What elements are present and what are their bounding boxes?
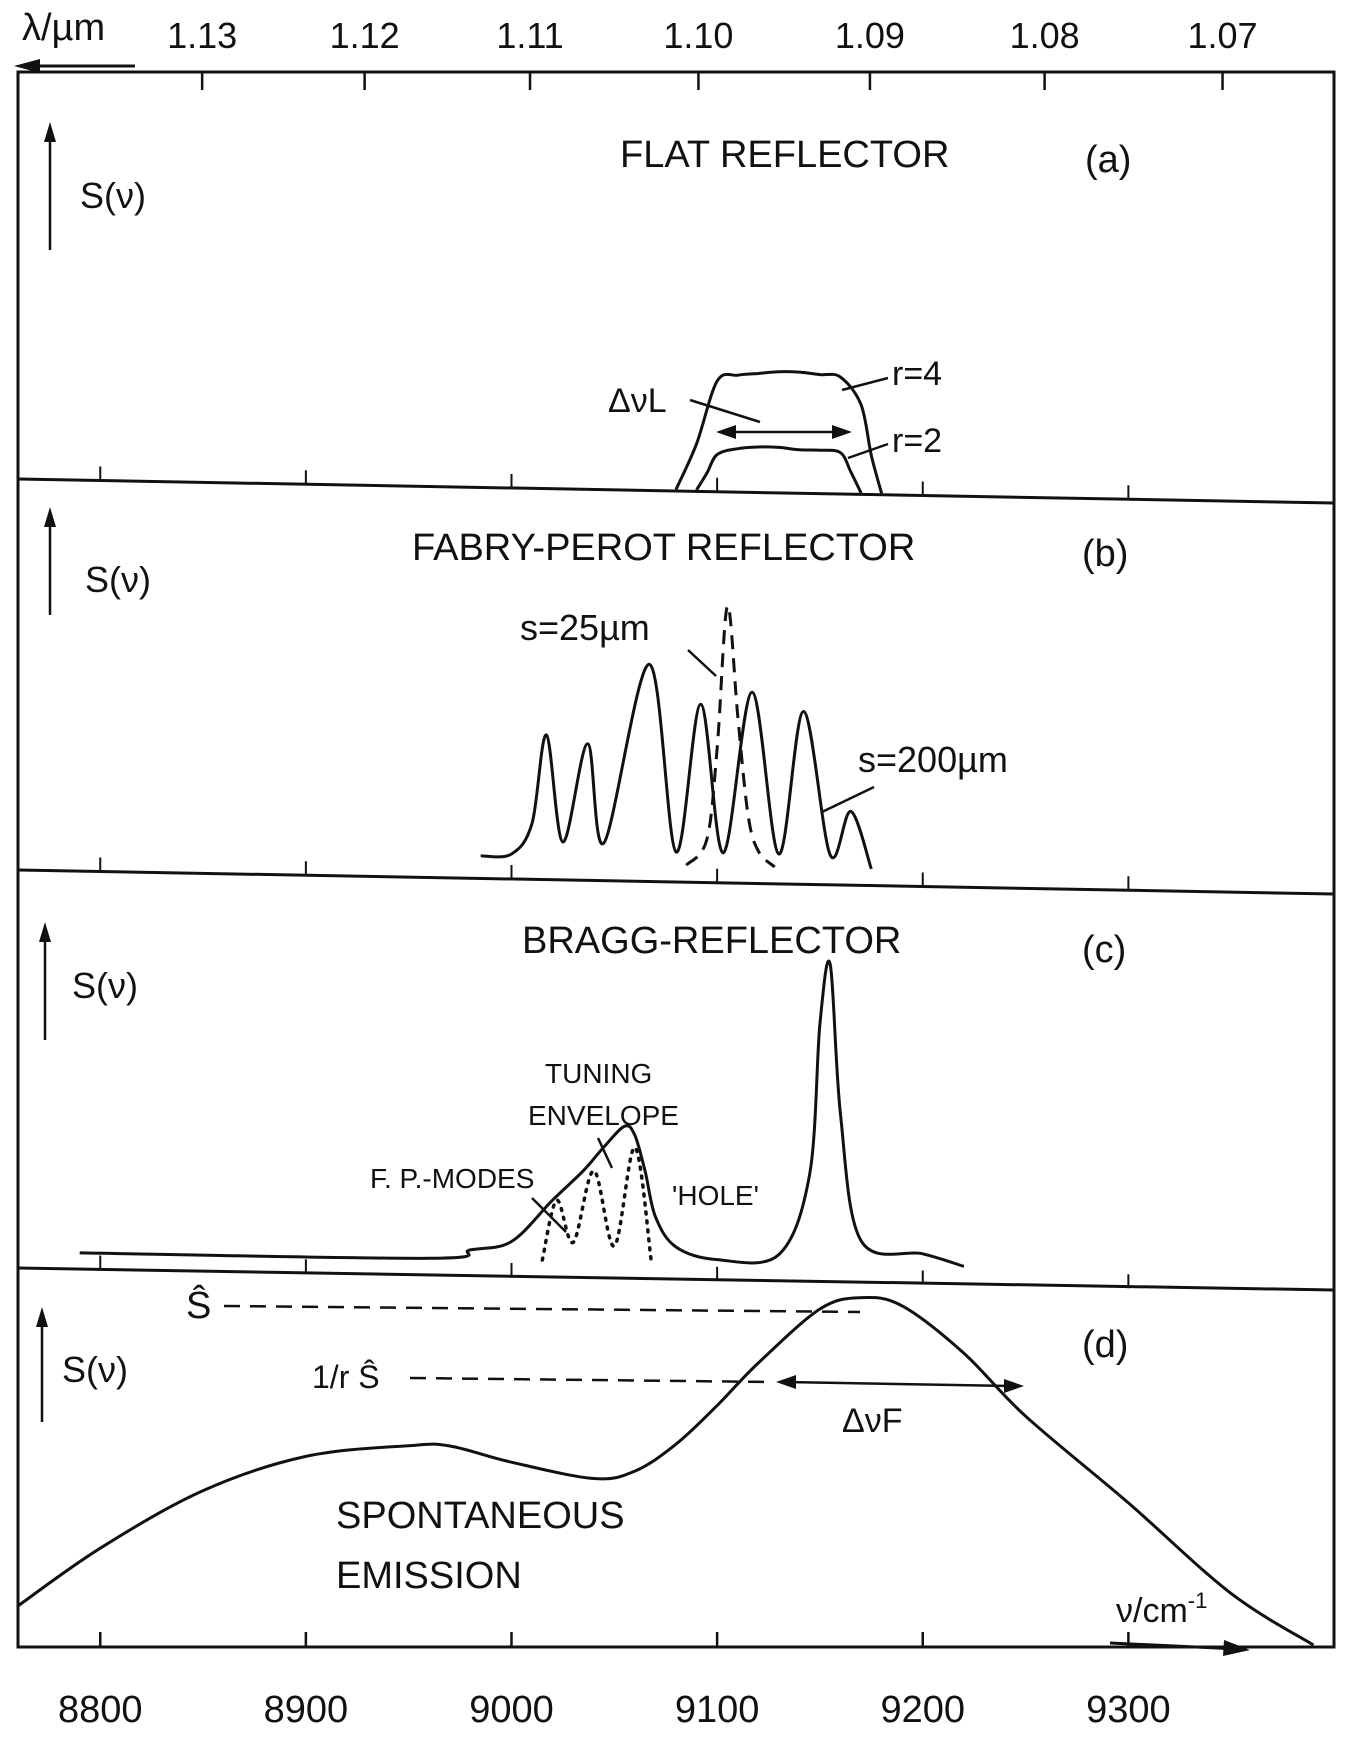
bottom-axis-arrowhead: [1223, 1640, 1250, 1656]
bottom-axis-ticks: 8800 8900 9000 9100 9200 9300: [58, 466, 1171, 1731]
panel-divider-ab: [17, 477, 1335, 505]
panel-a-width-arrow-right: [832, 425, 852, 439]
panel-b-annot-s25: s=25µm: [520, 607, 650, 648]
panel-d-series-spontaneous: [17, 1295, 1315, 1647]
panel-a-series-r2: [695, 445, 863, 494]
panel-c-annot-hole: 'HOLE': [672, 1180, 759, 1211]
panel-d-tag: (d): [1082, 1324, 1128, 1366]
panel-d-annot-emission: EMISSION: [336, 1555, 522, 1597]
panel-b-title: FABRY-PEROT REFLECTOR: [412, 527, 915, 569]
bottom-axis-tick-label: 8800: [58, 1689, 143, 1731]
panel-a-delta-leader: [689, 398, 761, 424]
panel-c-annot-fp-modes: F. P.-MODES: [370, 1163, 534, 1194]
panel-a-r2-leader: [847, 442, 889, 460]
panel-b-tag: (b): [1082, 533, 1128, 575]
panel-c-envelope-leader: [596, 1137, 614, 1169]
bottom-axis-tick-label: 9200: [880, 1689, 965, 1731]
panel-a-ylabel: S(ν): [80, 175, 146, 216]
panel-d-s-hat-dashed: [223, 1304, 861, 1314]
panel-d-annot-s-hat-over-r: 1/r Ŝ: [312, 1359, 380, 1395]
panel-b-series-s25um: [685, 604, 776, 869]
panel-divider-bc: [17, 868, 1335, 896]
top-axis-tick-label: 1.13: [167, 15, 237, 56]
panel-d-annot-s-hat: Ŝ: [186, 1283, 211, 1327]
panel-c-fp-leader: [531, 1197, 567, 1233]
panel-a-title: FLAT REFLECTOR: [620, 134, 949, 176]
top-axis-ticks: 1.13 1.12 1.11 1.10 1.09 1.08 1.07: [167, 15, 1258, 90]
top-axis-label: λ/µm: [22, 7, 105, 49]
panel-d-width-arrow-right: [1004, 1379, 1024, 1393]
panel-divider-cd: [17, 1266, 1335, 1292]
panel-d-annot-delta-nu-f: ΔνF: [842, 1402, 902, 1440]
bottom-axis-tick-label: 9100: [675, 1689, 760, 1731]
panel-b-series-s200um: [480, 662, 873, 870]
panel-d-annot-spontaneous: SPONTANEOUS: [336, 1495, 625, 1537]
bottom-axis-tick-label: 8900: [264, 1689, 349, 1731]
panel-a-width-arrow-left: [716, 425, 736, 439]
top-axis-tick-label: 1.11: [496, 15, 563, 56]
panel-c-title: BRAGG-REFLECTOR: [522, 920, 901, 962]
panel-c-series-tuning-envelope: [79, 959, 965, 1268]
panel-b-s25-leader: [687, 649, 717, 677]
top-axis-tick-label: 1.09: [835, 15, 905, 56]
bottom-axis-label-exponent: -1: [1188, 1588, 1208, 1613]
figure-frame: [16, 70, 1336, 1649]
top-axis-tick-label: 1.07: [1188, 15, 1258, 56]
bottom-axis-arrow-line: [1109, 1641, 1239, 1651]
panel-d-ylabel: S(ν): [62, 1349, 128, 1390]
bottom-axis-tick-label: 9000: [469, 1689, 554, 1731]
panel-b-s200-leader: [821, 785, 875, 814]
panel-a-y-arrowhead: [44, 122, 56, 142]
panel-c-y-arrowhead: [39, 922, 51, 942]
panel-c-series-fp-modes: [540, 1145, 654, 1264]
panel-c-annot-envelope: ENVELOPE: [528, 1100, 679, 1131]
bottom-axis-label: ν/cm-1: [1116, 1588, 1207, 1630]
panel-d-width-arrow-line: [785, 1380, 1013, 1388]
panel-a-annot-delta-nu-l: ΔνL: [608, 382, 667, 420]
top-axis-arrowhead: [14, 59, 40, 73]
panel-a-annot-r4: r=4: [892, 355, 942, 393]
panel-a-annot-r2: r=2: [892, 422, 942, 460]
bottom-axis-tick-label: 9300: [1086, 1689, 1171, 1731]
panel-a-tag: (a): [1085, 139, 1131, 181]
panel-a-series-r4: [674, 370, 884, 494]
panel-c-tag: (c): [1082, 929, 1126, 971]
top-axis-tick-label: 1.10: [663, 15, 733, 56]
panel-d-width-arrow-left: [776, 1375, 796, 1389]
top-axis-tick-label: 1.08: [1010, 15, 1080, 56]
panel-b-annot-s200: s=200µm: [858, 739, 1008, 780]
panel-b-ylabel: S(ν): [85, 559, 151, 600]
panel-a-r4-leader: [841, 376, 889, 392]
bottom-axis-label-main: ν/cm: [1116, 1592, 1188, 1630]
panel-d-y-arrowhead: [36, 1307, 48, 1327]
top-axis-tick-label: 1.12: [330, 15, 400, 56]
panel-b-y-arrowhead: [44, 507, 56, 527]
panel-c-annot-tuning: TUNING: [545, 1058, 652, 1089]
panel-d-half-dashed: [409, 1376, 775, 1384]
panel-c-ylabel: S(ν): [72, 965, 138, 1006]
